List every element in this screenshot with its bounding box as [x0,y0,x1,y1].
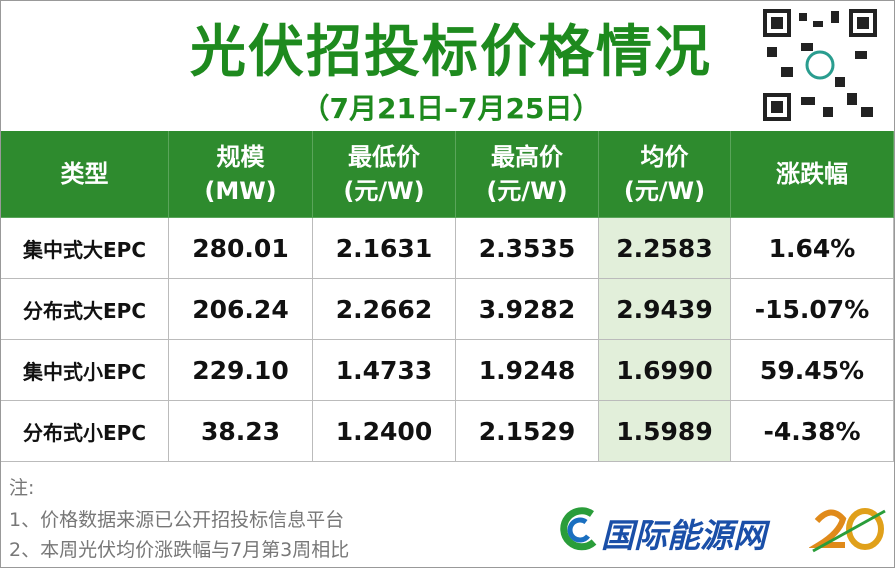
table-cell: 3.9282 [456,279,599,340]
table-cell: 2.3535 [456,218,599,279]
qr-code [761,7,879,123]
note-item: 1、价格数据来源已公开招投标信息平台 [9,509,345,531]
table-cell: 2.9439 [599,279,731,340]
table-cell: -4.38% [731,401,894,462]
table-cell: 1.2400 [313,401,456,462]
table-cell: -15.07% [731,279,894,340]
header-text: 最低价 [348,143,420,171]
table-cell: 280.01 [169,218,313,279]
header-text: (MW) [204,177,277,205]
table-cell: 集中式小EPC [1,340,169,401]
table-cell: 1.5989 [599,401,731,462]
title: 光伏招投标价格情况 [190,20,712,85]
table-cell: 2.2583 [599,218,731,279]
note-item: 2、本周光伏均价涨跌幅与7月第3周相比 [9,539,350,561]
header-text: 均价 [640,143,689,171]
table-cell: 206.24 [169,279,313,340]
table-cell: 1.4733 [313,340,456,401]
column-header: 最高价 (元/W) [456,131,599,218]
column-header: 均价 (元/W) [599,131,731,218]
table-cell: 1.64% [731,218,894,279]
header-text: (元/W) [623,177,706,205]
table-cell: 集中式大EPC [1,218,169,279]
header-text: (元/W) [343,177,425,205]
table-cell: 38.23 [169,401,313,462]
table-cell: 229.10 [169,340,313,401]
column-header: 最低价 (元/W) [313,131,456,218]
anniversary-logo [809,508,886,553]
subtitle: （7月21日–7月25日） [301,92,601,125]
header-text: 最高价 [491,143,563,171]
column-header: 规模 (MW) [169,131,313,218]
notes-label: 注: [9,477,35,499]
column-header: 类型 [1,131,169,218]
logo-text: 国际能源网 [601,516,766,555]
table-cell: 1.6990 [599,340,731,401]
table-cell: 1.9248 [456,340,599,401]
header-text: 类型 [60,160,109,188]
table-cell: 2.2662 [313,279,456,340]
table-cell: 59.45% [731,340,894,401]
table-cell: 分布式大EPC [1,279,169,340]
header-text: 涨跌幅 [776,160,848,188]
table-cell: 2.1529 [456,401,599,462]
column-header: 涨跌幅 [731,131,894,218]
header-text: (元/W) [486,177,568,205]
header-text: 规模 [216,143,265,171]
table-cell: 2.1631 [313,218,456,279]
logo-icon [560,507,597,551]
table-cell: 分布式小EPC [1,401,169,462]
